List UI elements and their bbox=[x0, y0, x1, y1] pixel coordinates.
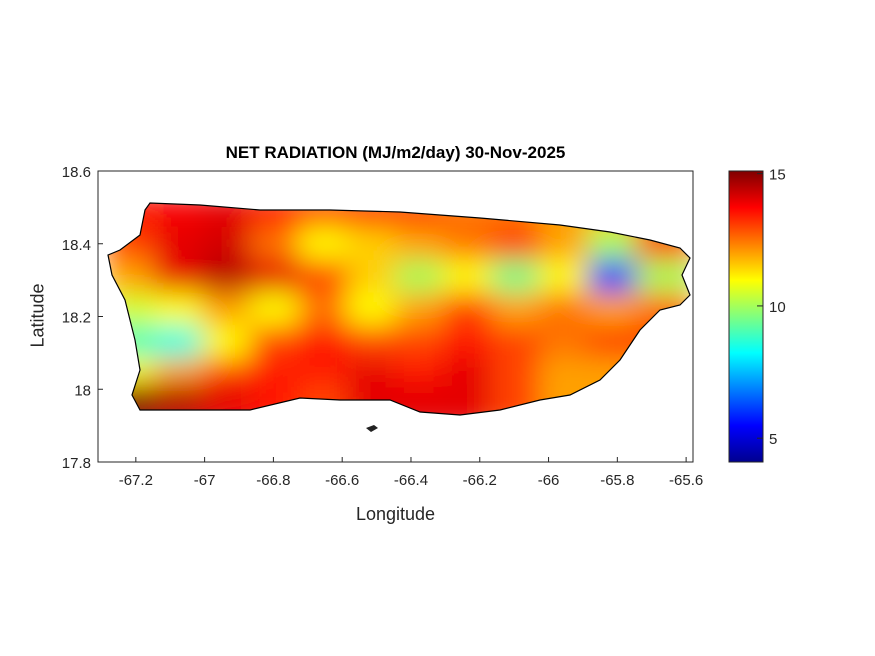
x-tick-label: -66.8 bbox=[256, 472, 290, 489]
x-tick-label: -67 bbox=[194, 472, 216, 489]
vieques-islet bbox=[366, 425, 378, 432]
colorbar-tick-label: 5 bbox=[769, 431, 777, 448]
colorbar-tick-label: 10 bbox=[769, 299, 786, 316]
y-tick-label: 18 bbox=[74, 382, 91, 399]
colorbar-tick-label: 15 bbox=[769, 167, 786, 184]
x-tick-label: -66.6 bbox=[325, 472, 359, 489]
chart-title: NET RADIATION (MJ/m2/day) 30-Nov-2025 bbox=[225, 143, 566, 162]
x-tick-label: -65.6 bbox=[669, 472, 703, 489]
x-tick-label: -65.8 bbox=[600, 472, 634, 489]
y-tick-label: 18.2 bbox=[62, 310, 91, 327]
x-tick-label: -67.2 bbox=[119, 472, 153, 489]
x-axis-label: Longitude bbox=[355, 504, 436, 524]
x-tick-label: -66.2 bbox=[463, 472, 497, 489]
x-tick-label: -66 bbox=[538, 472, 560, 489]
y-tick-label: 18.6 bbox=[62, 164, 91, 181]
y-tick-label: 18.4 bbox=[62, 237, 91, 254]
y-tick-label: 17.8 bbox=[62, 455, 91, 472]
x-tick-label: -66.4 bbox=[394, 472, 428, 489]
colorbar bbox=[728, 170, 764, 463]
